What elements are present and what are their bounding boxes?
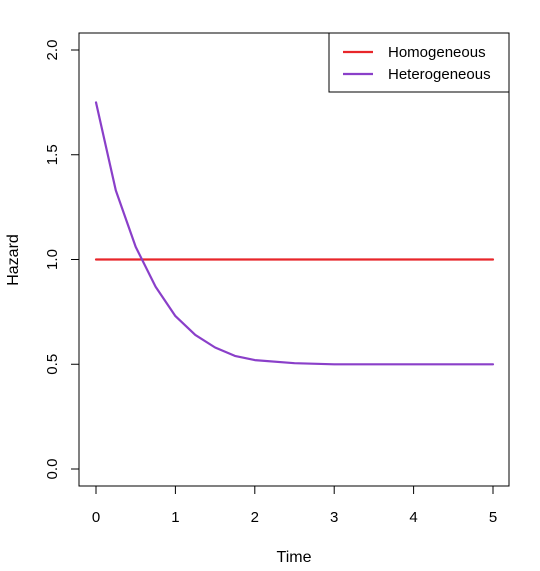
series-line-heterogeneous xyxy=(94,101,495,366)
x-tick-label: 5 xyxy=(489,509,497,526)
x-axis: 0 1 2 3 4 5 xyxy=(92,485,497,526)
x-tick-label: 4 xyxy=(409,509,417,526)
y-axis-title: Hazard xyxy=(5,234,22,286)
x-tick-label: 3 xyxy=(330,509,338,526)
x-tick-label: 1 xyxy=(171,509,179,526)
y-tick-label: 0.0 xyxy=(44,459,61,480)
legend-label-homogeneous: Homogeneous xyxy=(388,44,486,61)
legend-label-heterogeneous: Heterogeneous xyxy=(388,66,491,83)
x-axis-title: Time xyxy=(277,549,312,566)
y-axis: 0.0 0.5 1.0 1.5 2.0 xyxy=(44,40,80,480)
legend-box xyxy=(328,32,510,93)
y-tick-label: 1.0 xyxy=(44,249,61,270)
x-tick-label: 2 xyxy=(251,509,259,526)
legend: Homogeneous Heterogeneous xyxy=(328,32,510,93)
y-tick-label: 0.5 xyxy=(44,354,61,375)
y-tick-label: 1.5 xyxy=(44,144,61,165)
x-tick-label: 0 xyxy=(92,509,100,526)
y-tick-label: 2.0 xyxy=(44,40,61,61)
series-layer xyxy=(94,101,495,366)
